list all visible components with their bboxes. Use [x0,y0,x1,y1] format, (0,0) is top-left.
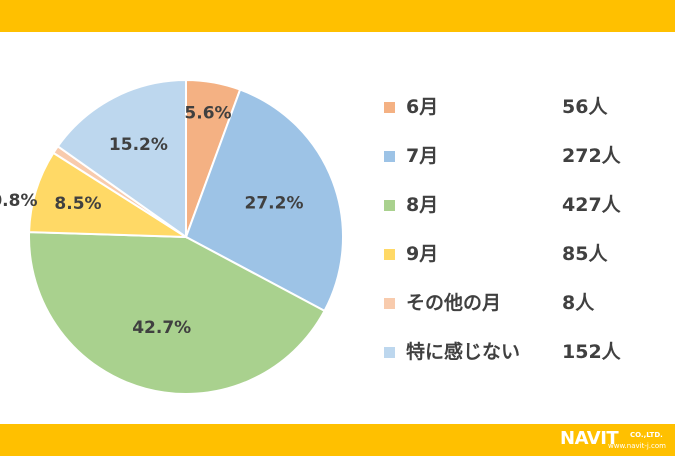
legend-label-none: 特に感じない [406,341,521,363]
pie-slice-august [28,231,326,395]
bottom-banner [0,424,675,456]
legend-swatch-none [384,347,395,358]
pie-label-july: 27.2% [245,193,304,213]
legend-label-september: 9月 [406,243,439,265]
legend-label-august: 8月 [406,194,439,216]
legend-swatch-july [384,151,395,162]
legend-item-september: 9月 85人 [384,237,664,286]
legend-item-august: 8月 427人 [384,188,664,237]
legend-item-none: 特に感じない 152人 [384,335,664,384]
legend-count-none: 152人 [562,341,621,363]
pie-slice-none [56,78,187,239]
legend-swatch-june [384,102,395,113]
legend-label-other-months: その他の月 [406,292,502,314]
legend-count-june: 56人 [562,96,608,118]
legend-count-september: 85人 [562,243,608,265]
pie-slice-september [28,151,190,239]
legend-label-june: 6月 [406,96,439,118]
legend-label-july: 7月 [406,145,439,167]
legend-count-july: 272人 [562,145,621,167]
pie-label-august: 42.7% [132,318,191,338]
navit-logo: NAVIT CO.,LTD. www.navit-j.com [560,428,670,452]
pie-chart: 5.6% 27.2% 42.7% 8.5% 0.8% 15.2% [0,78,344,395]
pie-label-june: 5.6% [184,103,231,123]
logo-suffix: CO.,LTD. [630,431,663,439]
top-banner [0,0,675,32]
legend-item-june: 6月 56人 [384,90,664,139]
legend-item-july: 7月 272人 [384,139,664,188]
legend-swatch-september [384,249,395,260]
legend-count-other-months: 8人 [562,292,595,314]
pie-label-september: 8.5% [54,194,101,214]
legend-swatch-august [384,200,395,211]
legend: 6月 56人 7月 272人 8月 427人 9月 85人 その他の月 8人 特… [384,90,664,384]
legend-count-august: 427人 [562,194,621,216]
pie-label-other-months: 0.8% [0,191,37,211]
logo-text: NAVIT [560,428,619,449]
logo-url: www.navit-j.com [608,442,666,450]
pie-label-none: 15.2% [109,135,168,155]
pie-slice-july [184,88,344,313]
legend-item-other-months: その他の月 8人 [384,286,664,335]
legend-swatch-other-months [384,298,395,309]
